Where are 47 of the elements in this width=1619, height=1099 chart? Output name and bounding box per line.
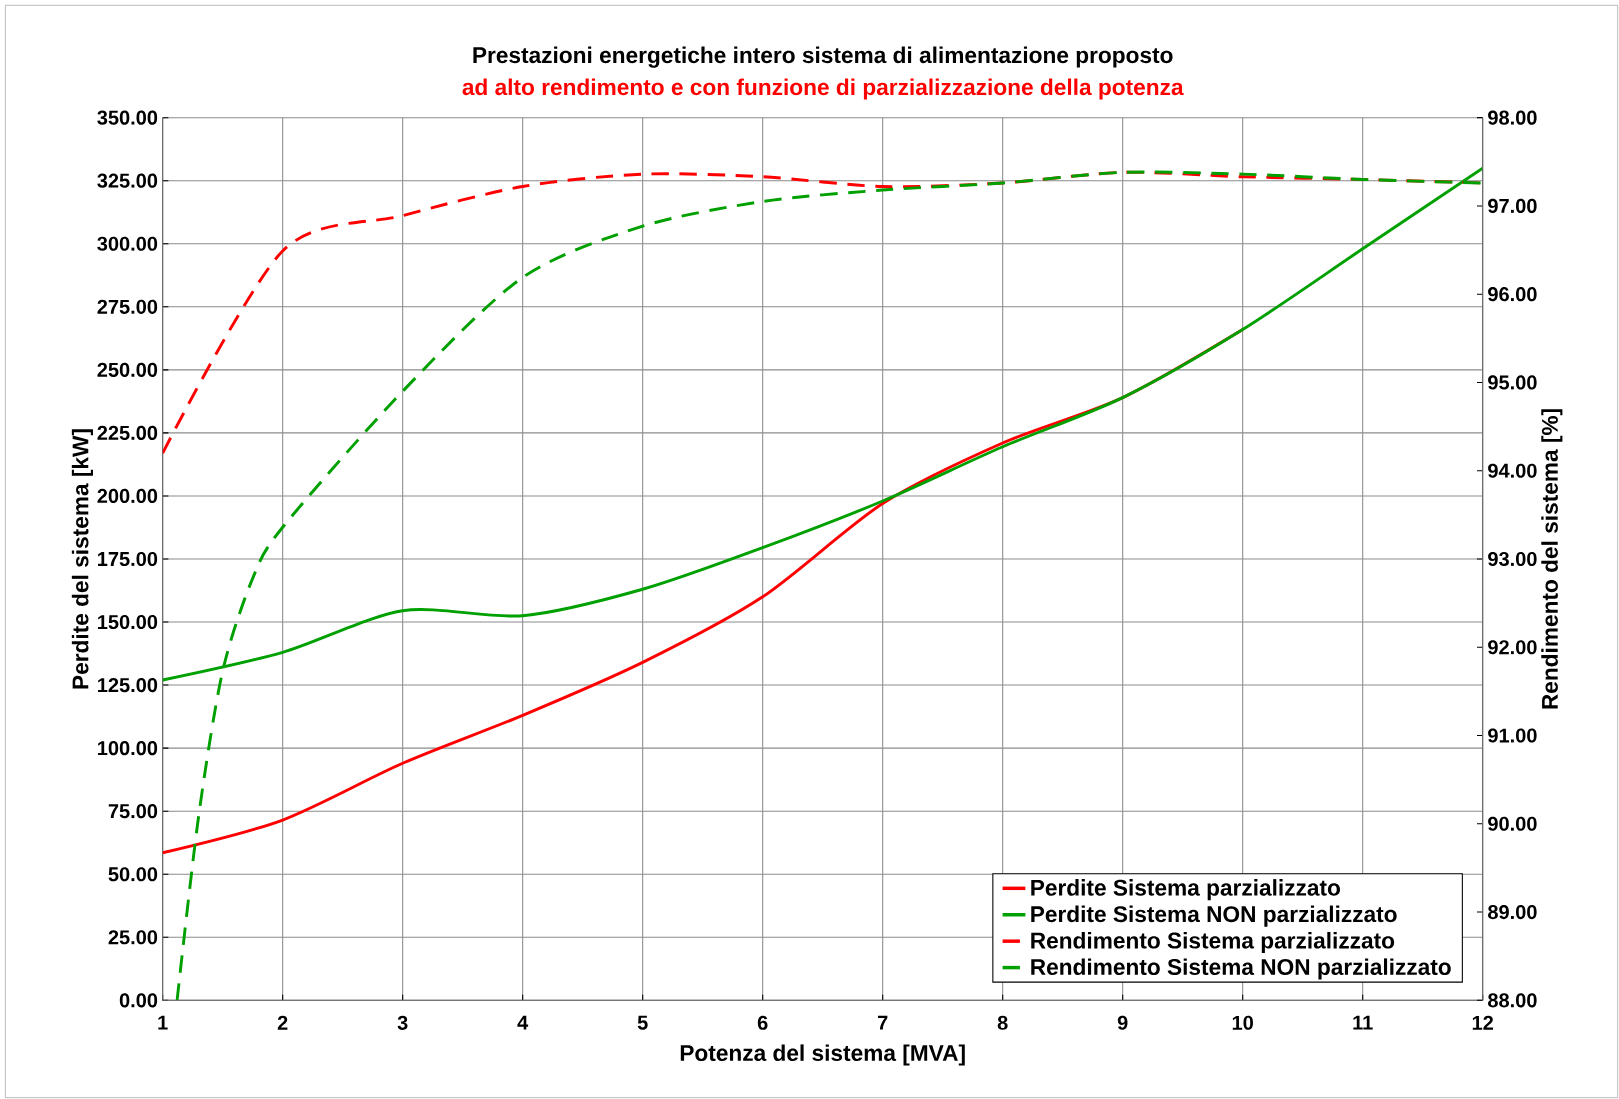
y-tick-label: 0.00 bbox=[119, 993, 158, 1008]
x-tick-label: 12 bbox=[1472, 1015, 1493, 1030]
y-tick-label: 50.00 bbox=[108, 867, 158, 882]
y2-tick-label: 92.00 bbox=[1488, 640, 1537, 655]
y2-tick-label: 93.00 bbox=[1488, 551, 1537, 567]
x-tick-label: 10 bbox=[1232, 1015, 1253, 1030]
y-tick-label: 100.00 bbox=[98, 741, 158, 756]
x-tick-label: 11 bbox=[1353, 1015, 1373, 1030]
y-tick-label: 175.00 bbox=[98, 551, 158, 567]
y-tick-label: 125.00 bbox=[98, 678, 158, 693]
legend-label: Perdite Sistema NON parzializzato bbox=[1031, 905, 1397, 927]
y-tick-label: 350.00 bbox=[97, 110, 158, 125]
x-tick-label: 5 bbox=[637, 1015, 648, 1030]
y-tick-label: 225.00 bbox=[97, 425, 158, 440]
y-tick-label: 200.00 bbox=[97, 488, 158, 504]
y2-tick-label: 96.00 bbox=[1488, 287, 1537, 302]
y2-tick-label: 90.00 bbox=[1488, 816, 1537, 831]
y2-tick-label: 97.00 bbox=[1488, 198, 1537, 213]
x-tick-label: 3 bbox=[397, 1015, 408, 1030]
x-tick-label: 8 bbox=[997, 1015, 1008, 1030]
y-axis-title: Perdite del sistema [kW] bbox=[71, 429, 93, 689]
legend-label: Rendimento Sistema NON parzializzato bbox=[1031, 958, 1451, 980]
chart-title: Prestazioni energetiche intero sistema di alimentazione proposto bbox=[473, 46, 1173, 68]
y2-tick-label: 88.00 bbox=[1488, 993, 1537, 1008]
y-tick-label: 275.00 bbox=[97, 299, 158, 314]
chart-subtitle: ad alto rendimento e con funzione di parzializzazione della potenza bbox=[462, 78, 1184, 100]
y-tick-label: 300.00 bbox=[97, 236, 158, 251]
y2-tick-label: 94.00 bbox=[1488, 463, 1537, 478]
x-tick-label: 9 bbox=[1117, 1015, 1128, 1030]
legend-label: Perdite Sistema parzializzato bbox=[1031, 879, 1340, 901]
x-tick-label: 1 bbox=[158, 1015, 168, 1030]
y-tick-label: 150.00 bbox=[98, 614, 158, 630]
y-tick-label: 75.00 bbox=[108, 804, 158, 819]
y2-tick-label: 98.00 bbox=[1488, 110, 1537, 125]
y2-axis-title: Rendimento del sistema [%] bbox=[1541, 409, 1563, 709]
x-tick-label: 6 bbox=[757, 1015, 768, 1030]
y2-tick-label: 95.00 bbox=[1488, 375, 1537, 390]
x-tick-label: 7 bbox=[877, 1015, 888, 1030]
legend-label: Rendimento Sistema parzializzato bbox=[1031, 931, 1395, 954]
y-tick-label: 325.00 bbox=[97, 173, 158, 188]
y2-tick-label: 89.00 bbox=[1488, 904, 1537, 920]
y-tick-label: 25.00 bbox=[108, 930, 158, 945]
x-axis-title: Potenza del sistema [MVA] bbox=[680, 1044, 965, 1066]
y-tick-label: 250.00 bbox=[97, 362, 158, 377]
x-tick-label: 2 bbox=[277, 1015, 288, 1030]
x-tick-label: 4 bbox=[517, 1015, 529, 1030]
y2-tick-label: 91.00 bbox=[1488, 728, 1537, 743]
